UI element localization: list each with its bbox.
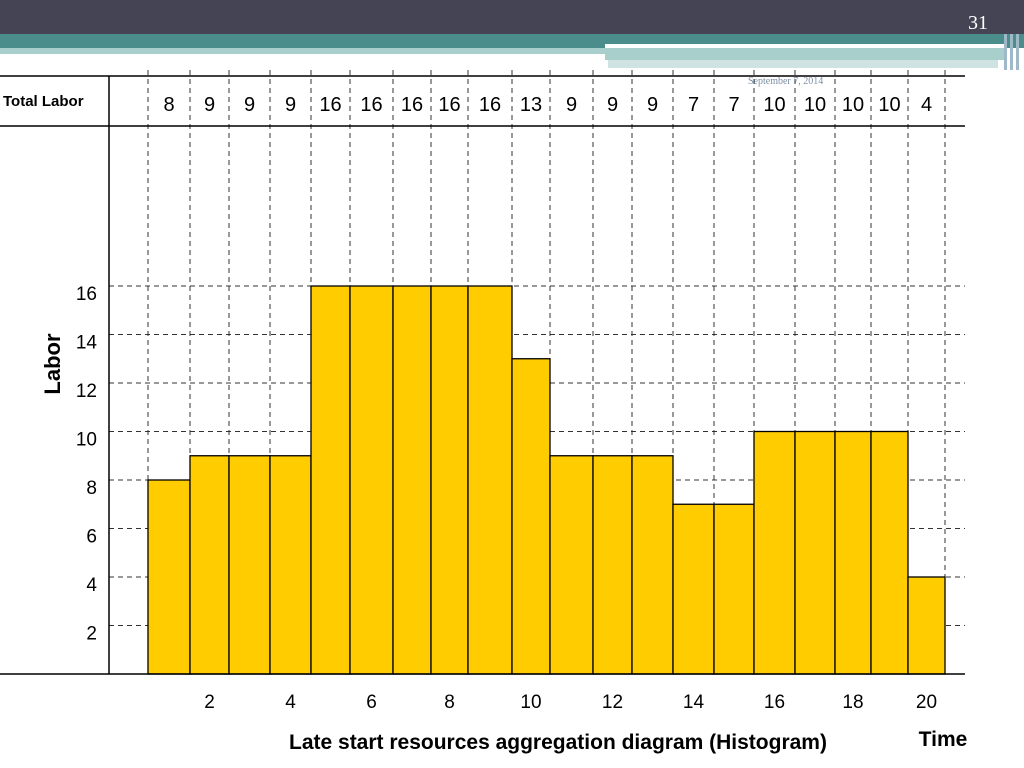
total-labor-header: Total Labor: [3, 93, 84, 110]
histogram-bar: [631, 455, 674, 675]
header-gap-band: [605, 44, 1005, 48]
histogram-bar: [349, 285, 394, 675]
slide-date: September 7, 2014: [748, 76, 824, 87]
total-labor-value: 16: [319, 94, 341, 116]
y-tick-label: 6: [86, 527, 97, 548]
y-tick-label: 14: [76, 333, 98, 354]
total-labor-value: 7: [728, 94, 739, 116]
total-labor-value: 16: [438, 94, 460, 116]
histogram-bar: [392, 285, 432, 675]
total-labor-value: 9: [566, 94, 577, 116]
histogram-bar: [228, 455, 271, 675]
total-labor-value: 8: [163, 94, 174, 116]
slide-header-bar: 31: [0, 0, 1024, 34]
total-labor-value: 16: [479, 94, 501, 116]
bar-layer: [147, 285, 946, 675]
x-tick-label: 12: [602, 692, 623, 713]
histogram-bar: [310, 285, 351, 675]
header-light-band-right: [605, 48, 1005, 60]
total-labor-value: 4: [921, 94, 932, 116]
total-labor-value: 16: [360, 94, 382, 116]
histogram-bar: [870, 430, 909, 675]
x-axis-label: Time: [919, 728, 968, 751]
total-labor-value: 10: [763, 94, 785, 116]
x-tick-label: 6: [366, 692, 377, 713]
histogram-bar: [834, 430, 872, 675]
histogram-bar: [713, 503, 755, 675]
x-tick-label: 18: [842, 692, 863, 713]
total-labor-value: 13: [520, 94, 542, 116]
y-tick-label: 12: [76, 381, 97, 402]
total-labor-value: 9: [607, 94, 618, 116]
y-tick-label: 4: [86, 575, 97, 596]
histogram-bar: [511, 358, 551, 675]
header-light-band: [0, 48, 605, 54]
x-tick-label: 2: [204, 692, 215, 713]
y-tick-label: 10: [76, 430, 97, 451]
total-labor-value: 9: [244, 94, 255, 116]
histogram-bar: [592, 455, 633, 675]
y-tick-label: 2: [86, 624, 97, 645]
total-labor-value: 9: [204, 94, 215, 116]
y-tick-labels: 2 4 6 8 10 12 14 16: [76, 284, 98, 645]
total-labor-value: 7: [688, 94, 699, 116]
x-tick-label: 10: [520, 692, 541, 713]
total-labor-value: 10: [804, 94, 826, 116]
x-tick-label: 4: [285, 692, 296, 713]
histogram-bar: [672, 503, 715, 675]
total-labor-value: 9: [647, 94, 658, 116]
histogram-bar: [147, 479, 191, 675]
histogram-bar: [907, 576, 946, 675]
histogram-bar: [549, 455, 594, 675]
total-labor-value: 16: [401, 94, 423, 116]
x-tick-label: 14: [683, 692, 705, 713]
y-axis-label: Labor: [40, 333, 65, 395]
chart-caption: Late start resources aggregation diagram…: [289, 731, 827, 754]
histogram-bar: [430, 285, 469, 675]
histogram-bar: [269, 455, 312, 675]
x-tick-label: 20: [916, 692, 937, 713]
total-labor-row: 8 9 9 9 16 16 16 16 16 13 9 9 9 7 7 10 10 10 10 4: [163, 94, 932, 116]
x-tick-label: 8: [444, 692, 455, 713]
y-tick-label: 8: [86, 478, 97, 499]
histogram-bar: [753, 430, 796, 675]
x-tick-labels: 2 4 6 8 10 12 14 16 18 20: [204, 692, 937, 713]
corner-stripes-decoration: [1004, 34, 1019, 70]
histogram-bar: [794, 430, 836, 675]
histogram-bar: [189, 455, 230, 675]
histogram-bar: [467, 285, 513, 675]
x-tick-label: 16: [764, 692, 785, 713]
total-labor-value: 9: [285, 94, 296, 116]
y-tick-label: 16: [76, 284, 97, 305]
header-mid-band: [608, 60, 998, 68]
frame-layer: [0, 75, 965, 675]
slide-number: 31: [968, 12, 988, 34]
total-labor-value: 10: [842, 94, 864, 116]
total-labor-value: 10: [878, 94, 900, 116]
